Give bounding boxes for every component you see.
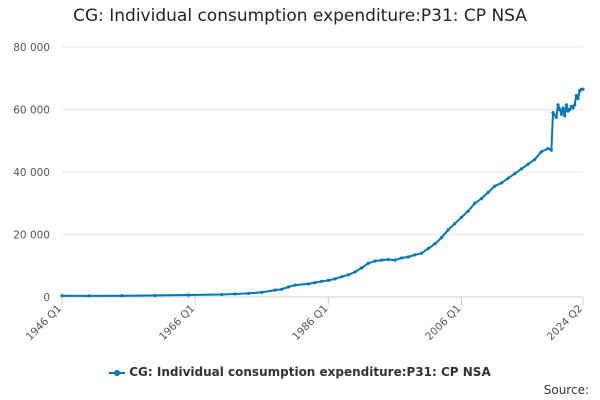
y-tick-label: 20 000 [13, 230, 50, 242]
data-point[interactable] [233, 292, 237, 296]
data-point[interactable] [519, 167, 524, 171]
series-group [60, 87, 585, 298]
data-point[interactable] [556, 103, 560, 107]
data-point[interactable] [506, 176, 510, 180]
x-tick-labels: 1946 Q1 1966 Q1 1986 Q1 2006 Q1 2024 Q2 [24, 303, 585, 343]
data-point[interactable] [386, 257, 390, 262]
source-label: Source: [543, 383, 589, 397]
data-point[interactable] [379, 258, 384, 262]
data-point[interactable] [426, 246, 430, 251]
x-tick-label: 1966 Q1 [157, 303, 197, 343]
x-tick-label: 1986 Q1 [290, 303, 330, 343]
data-point[interactable] [564, 103, 568, 107]
legend-label: CG: Individual consumption expenditure:P… [129, 365, 491, 379]
data-point[interactable] [373, 259, 377, 263]
data-point[interactable] [574, 93, 578, 98]
data-point[interactable] [360, 266, 364, 270]
data-point[interactable] [393, 258, 397, 262]
data-point[interactable] [513, 171, 517, 176]
data-point[interactable] [326, 278, 330, 283]
data-point[interactable] [554, 115, 558, 119]
data-point[interactable] [479, 196, 484, 201]
data-point[interactable] [466, 209, 470, 213]
data-point[interactable] [413, 253, 417, 257]
data-point[interactable] [559, 112, 563, 116]
data-point[interactable] [486, 190, 490, 194]
data-point[interactable] [60, 294, 64, 298]
data-point[interactable] [366, 261, 370, 265]
data-point[interactable] [120, 294, 124, 298]
data-point[interactable] [293, 283, 297, 287]
data-point[interactable] [573, 103, 577, 107]
data-point[interactable] [186, 293, 191, 297]
data-point[interactable] [581, 87, 585, 91]
data-point[interactable] [563, 114, 567, 118]
x-tick-label: 2006 Q1 [423, 303, 463, 343]
data-point[interactable] [546, 146, 550, 151]
data-point[interactable] [549, 148, 553, 152]
data-point[interactable] [333, 277, 337, 281]
data-point[interactable] [433, 242, 437, 246]
series-line[interactable] [61, 88, 583, 297]
data-point[interactable] [439, 236, 444, 240]
data-point[interactable] [499, 181, 504, 185]
y-tick-label: 40 000 [13, 167, 50, 179]
y-tick-label: 80 000 [13, 42, 50, 54]
data-point[interactable] [539, 150, 543, 154]
data-point[interactable] [446, 228, 450, 232]
data-point[interactable] [353, 270, 357, 274]
data-point[interactable] [459, 215, 464, 219]
data-point[interactable] [273, 288, 277, 292]
data-point[interactable] [313, 281, 317, 285]
data-point[interactable] [561, 106, 565, 110]
data-point[interactable] [280, 287, 284, 291]
x-tick-label: 2024 Q2 [545, 303, 585, 343]
data-point[interactable] [87, 294, 91, 298]
data-point[interactable] [526, 162, 530, 166]
data-point[interactable] [320, 279, 324, 283]
data-point[interactable] [153, 293, 157, 298]
data-point[interactable] [551, 111, 555, 115]
data-point[interactable] [220, 292, 224, 297]
legend-swatch [109, 369, 126, 376]
data-point[interactable] [473, 201, 477, 205]
data-point[interactable] [558, 107, 562, 112]
data-point[interactable] [576, 96, 580, 101]
y-tick-label: 0 [43, 292, 50, 304]
chart-title: CG: Individual consumption expenditure:P… [73, 6, 527, 26]
grid-lines [62, 46, 583, 298]
data-point[interactable] [453, 221, 457, 226]
y-tick-label: 60 000 [13, 105, 50, 117]
data-point[interactable] [533, 157, 537, 162]
data-point[interactable] [406, 255, 410, 259]
data-point[interactable] [571, 106, 575, 110]
data-point[interactable] [340, 275, 344, 279]
data-point[interactable] [399, 256, 404, 260]
data-point[interactable] [419, 251, 424, 255]
data-point[interactable] [246, 291, 251, 296]
data-point[interactable] [260, 290, 264, 294]
data-point[interactable] [493, 184, 497, 188]
data-point[interactable] [286, 285, 290, 289]
y-tick-labels: 0 20 000 40 000 60 000 80 000 [13, 42, 50, 304]
data-point[interactable] [306, 282, 310, 286]
x-tick-marks [61, 297, 584, 305]
x-tick-label: 1946 Q1 [24, 303, 64, 343]
data-point[interactable] [346, 273, 350, 277]
legend[interactable]: CG: Individual consumption expenditure:P… [0, 365, 600, 379]
data-point[interactable] [568, 107, 572, 112]
